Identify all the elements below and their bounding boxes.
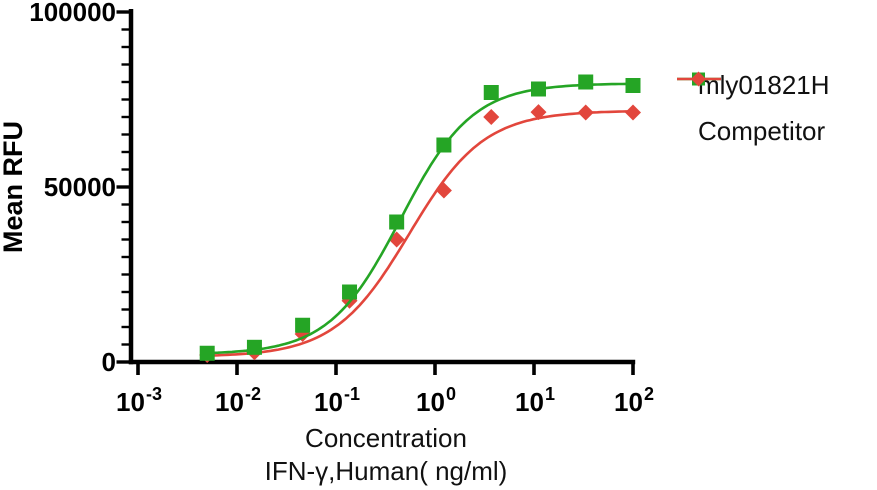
- curve-mly01821H: [207, 82, 634, 355]
- x-tick-label: 101: [515, 384, 555, 417]
- data-point-square: [246, 339, 262, 355]
- data-point-square: [625, 78, 641, 93]
- data-point-square: [389, 214, 405, 230]
- y-axis-title: Mean RFU: [0, 121, 28, 253]
- data-point-square: [578, 74, 594, 90]
- data-point-square: [483, 85, 499, 100]
- data-point-square: [295, 317, 311, 333]
- data-point-square: [530, 81, 546, 97]
- data-point-diamond: [530, 104, 547, 121]
- y-tick-label-100000: 100000: [29, 0, 116, 27]
- data-point-diamond: [625, 104, 641, 121]
- legend: mly01821H Competitor: [676, 70, 830, 146]
- legend-item-competitor: Competitor: [676, 71, 830, 146]
- axes: 10-3 10-2 10-1 100 101 102: [116, 9, 654, 417]
- x-tick-label: 10-1: [314, 384, 360, 417]
- x-tick-label: 10-2: [215, 384, 261, 417]
- legend-diamond-marker: [691, 71, 706, 87]
- x-tick-label: 10-3: [116, 384, 162, 417]
- legend-label-mly01821H: mly01821H: [698, 69, 830, 100]
- x-tick-label: 100: [416, 384, 456, 417]
- data-point-diamond: [435, 182, 452, 199]
- x-axis-title-line1: Concentration: [305, 423, 467, 453]
- series-plot: [199, 74, 641, 363]
- curve-Competitor: [207, 110, 634, 357]
- data-point-diamond: [577, 104, 594, 121]
- data-point-square: [342, 284, 358, 300]
- data-point-diamond: [483, 109, 500, 125]
- data-point-square: [199, 345, 215, 361]
- data-point-square: [436, 137, 452, 153]
- y-tick-label-0: 0: [102, 347, 116, 377]
- legend-label-competitor: Competitor: [698, 115, 826, 146]
- y-tick-label-50000: 50000: [44, 172, 116, 202]
- x-axis-title-line2: IFN-γ,Human( ng/ml): [265, 456, 508, 486]
- x-tick-label: 102: [614, 384, 654, 417]
- diamond-marker-icon: [677, 71, 721, 87]
